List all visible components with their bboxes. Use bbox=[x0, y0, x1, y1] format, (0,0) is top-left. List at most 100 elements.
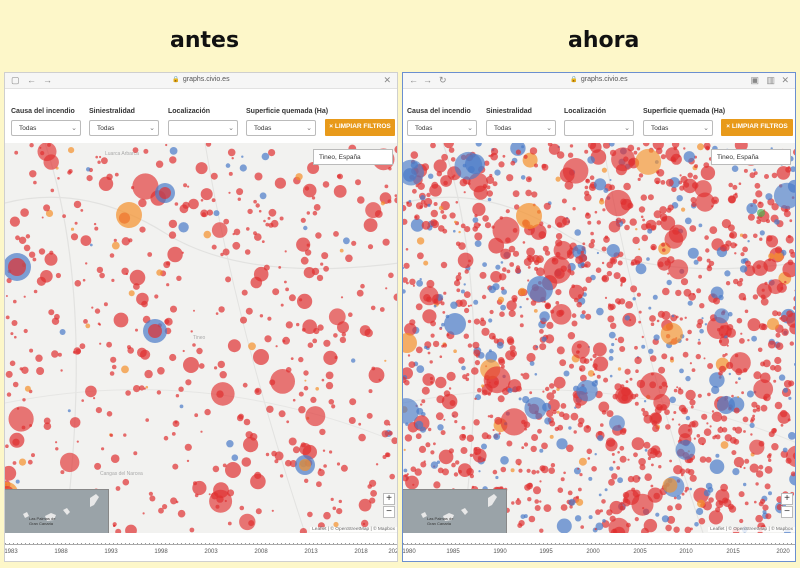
fire-marker[interactable] bbox=[448, 147, 455, 153]
fire-marker[interactable] bbox=[5, 315, 10, 320]
fire-marker[interactable] bbox=[139, 385, 145, 391]
fire-marker[interactable] bbox=[720, 244, 727, 252]
fire-marker[interactable] bbox=[409, 278, 416, 285]
fire-marker[interactable] bbox=[227, 339, 241, 353]
fire-marker[interactable] bbox=[508, 309, 516, 318]
fire-marker[interactable] bbox=[661, 242, 666, 247]
fire-marker[interactable] bbox=[189, 527, 195, 533]
fire-marker[interactable] bbox=[109, 433, 114, 437]
fire-marker[interactable] bbox=[603, 143, 611, 149]
fire-marker[interactable] bbox=[129, 269, 146, 286]
fire-marker[interactable] bbox=[286, 420, 290, 424]
fire-marker[interactable] bbox=[433, 159, 447, 173]
fire-marker[interactable] bbox=[168, 219, 178, 229]
fire-marker[interactable] bbox=[498, 432, 501, 435]
large-fire-marker[interactable] bbox=[225, 462, 241, 478]
fire-marker[interactable] bbox=[430, 219, 438, 227]
fire-marker[interactable] bbox=[41, 216, 44, 219]
fire-marker[interactable] bbox=[98, 323, 101, 326]
zoom-out-button[interactable]: − bbox=[781, 506, 793, 518]
fire-marker[interactable] bbox=[598, 401, 610, 413]
fire-marker[interactable] bbox=[640, 194, 647, 201]
large-fire-marker[interactable] bbox=[492, 216, 520, 244]
fire-marker[interactable] bbox=[239, 164, 247, 172]
year-timeline[interactable]: 1980 1985 1990 1995 2000 2005 2010 2015 … bbox=[403, 533, 795, 561]
fire-marker[interactable] bbox=[587, 220, 592, 225]
fire-marker[interactable] bbox=[652, 294, 658, 300]
large-fire-marker[interactable] bbox=[714, 308, 730, 324]
fire-marker[interactable] bbox=[493, 433, 501, 440]
fire-marker[interactable] bbox=[358, 422, 362, 426]
fire-marker[interactable] bbox=[415, 303, 423, 311]
fire-marker[interactable] bbox=[358, 498, 372, 512]
fire-marker[interactable] bbox=[648, 348, 654, 354]
fire-marker[interactable] bbox=[113, 238, 117, 242]
fire-marker[interactable] bbox=[481, 432, 489, 440]
fire-marker[interactable] bbox=[712, 435, 716, 440]
fire-marker[interactable] bbox=[689, 487, 692, 491]
fire-marker[interactable] bbox=[481, 443, 487, 450]
fire-marker[interactable] bbox=[601, 167, 607, 173]
fire-marker[interactable] bbox=[55, 272, 62, 279]
fire-marker[interactable] bbox=[705, 248, 710, 253]
fire-marker[interactable] bbox=[697, 256, 703, 262]
fire-marker[interactable] bbox=[125, 390, 131, 396]
fire-marker[interactable] bbox=[776, 166, 791, 180]
fire-marker[interactable] bbox=[579, 473, 583, 477]
fire-marker[interactable] bbox=[585, 178, 589, 183]
fire-marker[interactable] bbox=[304, 478, 309, 483]
fire-marker[interactable] bbox=[175, 500, 179, 504]
fire-marker[interactable] bbox=[51, 350, 59, 358]
fire-marker[interactable] bbox=[461, 434, 466, 439]
fire-marker[interactable] bbox=[443, 180, 448, 186]
fire-marker[interactable] bbox=[94, 308, 101, 314]
fire-marker[interactable] bbox=[745, 260, 751, 267]
fire-marker[interactable] bbox=[789, 341, 794, 346]
fire-marker[interactable] bbox=[279, 216, 284, 221]
fire-marker[interactable] bbox=[683, 288, 692, 297]
fire-marker[interactable] bbox=[646, 257, 650, 261]
fire-marker[interactable] bbox=[569, 144, 574, 148]
fire-marker[interactable] bbox=[697, 499, 705, 508]
fire-marker[interactable] bbox=[569, 363, 574, 369]
fire-marker[interactable] bbox=[752, 414, 755, 418]
fire-marker[interactable] bbox=[510, 350, 517, 357]
fire-marker[interactable] bbox=[738, 182, 742, 185]
fire-marker[interactable] bbox=[496, 341, 504, 349]
fire-marker[interactable] bbox=[288, 437, 297, 446]
fire-marker[interactable] bbox=[68, 147, 75, 154]
fire-marker[interactable] bbox=[506, 174, 514, 182]
fire-marker[interactable] bbox=[588, 476, 593, 481]
fire-marker[interactable] bbox=[474, 360, 480, 366]
fire-marker[interactable] bbox=[572, 207, 576, 211]
fire-marker[interactable] bbox=[419, 205, 423, 209]
fire-marker[interactable] bbox=[29, 143, 34, 148]
fire-marker[interactable] bbox=[507, 387, 513, 393]
fire-marker[interactable] bbox=[467, 319, 472, 324]
fire-marker[interactable] bbox=[782, 261, 796, 278]
fire-marker[interactable] bbox=[109, 371, 115, 376]
fire-marker[interactable] bbox=[299, 528, 307, 533]
fire-marker[interactable] bbox=[562, 413, 570, 421]
fire-marker[interactable] bbox=[680, 175, 688, 184]
fire-marker[interactable] bbox=[424, 198, 433, 206]
fire-marker[interactable] bbox=[466, 434, 474, 442]
fire-marker[interactable] bbox=[421, 220, 431, 230]
fire-marker[interactable] bbox=[526, 468, 531, 473]
fire-marker[interactable] bbox=[698, 223, 703, 228]
fire-marker[interactable] bbox=[22, 398, 26, 402]
fire-marker[interactable] bbox=[619, 346, 626, 352]
fire-marker[interactable] bbox=[728, 505, 737, 513]
large-fire-marker[interactable] bbox=[465, 154, 485, 174]
fire-marker[interactable] bbox=[489, 309, 494, 315]
fire-marker[interactable] bbox=[348, 312, 353, 317]
fire-marker[interactable] bbox=[435, 376, 447, 389]
fire-marker[interactable] bbox=[244, 249, 251, 255]
fire-marker[interactable] bbox=[602, 208, 606, 212]
fire-marker[interactable] bbox=[236, 188, 244, 196]
fire-marker[interactable] bbox=[699, 328, 704, 334]
fire-marker[interactable] bbox=[755, 470, 764, 478]
extension-icon[interactable]: ▣ bbox=[750, 75, 759, 85]
fire-marker[interactable] bbox=[33, 289, 38, 294]
fire-marker[interactable] bbox=[467, 304, 470, 308]
